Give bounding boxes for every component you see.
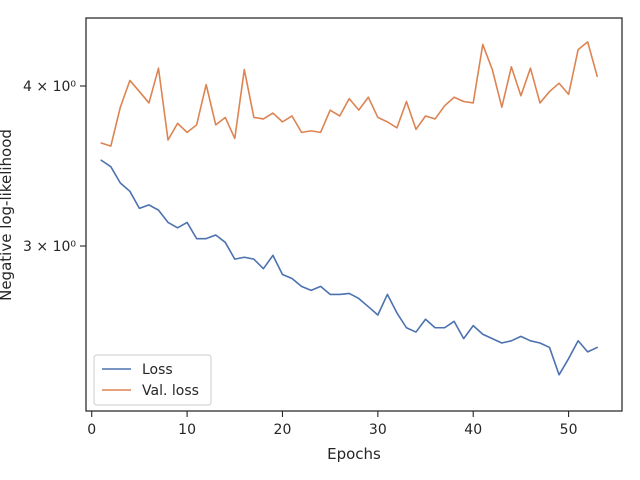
x-axis: 0 10 20 30 40 50 — [87, 411, 578, 438]
x-tick-label: 10 — [178, 422, 196, 438]
y-axis-label: Negative log-likelihood — [0, 129, 15, 301]
x-axis-label: Epochs — [327, 445, 381, 463]
y-axis: 3 × 10⁰ 4 × 10⁰ — [23, 79, 86, 255]
x-tick-label: 50 — [560, 422, 578, 438]
x-tick-label: 0 — [87, 422, 96, 438]
y-tick-label: 4 × 10⁰ — [23, 79, 76, 95]
plot-frame — [85, 17, 623, 412]
y-tick-label: 3 × 10⁰ — [23, 239, 76, 255]
series-line-loss — [100, 159, 599, 376]
series-layer — [100, 41, 599, 376]
series-line-val-loss — [100, 41, 599, 147]
x-tick-label: 20 — [274, 422, 292, 438]
x-tick-label: 40 — [464, 422, 482, 438]
legend-label-loss: Loss — [142, 362, 173, 378]
legend-box — [93, 354, 212, 406]
x-tick-label: 30 — [369, 422, 387, 438]
legend: Loss Val. loss — [93, 354, 212, 406]
legend-label-val-loss: Val. loss — [142, 383, 199, 399]
